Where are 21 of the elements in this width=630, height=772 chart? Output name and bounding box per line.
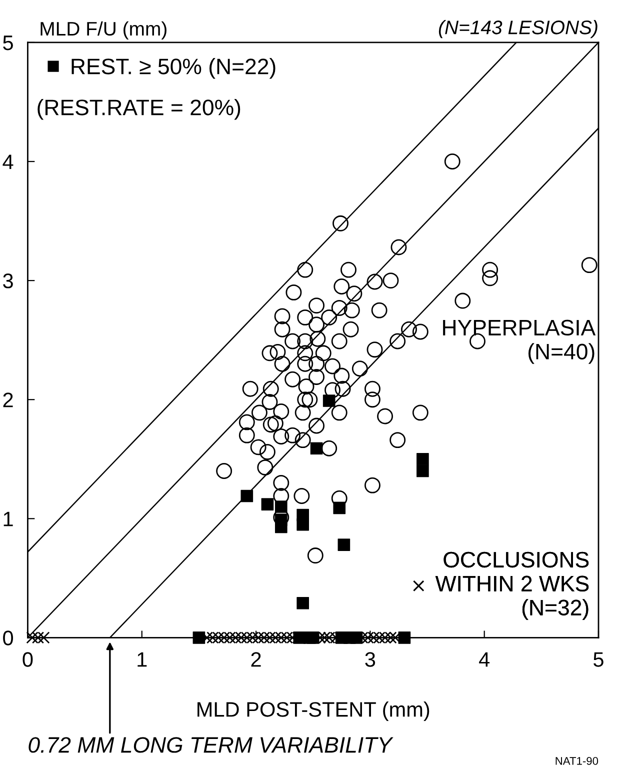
y-tick-label: 2 bbox=[3, 392, 13, 408]
y-tick-label: 3 bbox=[3, 274, 13, 288]
x-tick-label: 2 bbox=[251, 652, 261, 667]
y-tick-label: 1 bbox=[4, 512, 13, 526]
y-tick-label: 5 bbox=[3, 36, 13, 50]
annotation: (REST.RATE = 20%) bbox=[38, 99, 240, 120]
y-tick-label: 0 bbox=[3, 630, 14, 646]
x-tick-label: 1 bbox=[138, 652, 147, 667]
annotation: 0.72 MM LONG TERM VARIABILITY bbox=[28, 737, 394, 753]
text: NAT1-90 bbox=[556, 757, 598, 765]
x-axis-title: MLD POST-STENT (mm) bbox=[198, 702, 430, 721]
chart-title: (N=143 LESIONS) bbox=[438, 20, 598, 38]
legend-label: OCCLUSIONS WITHIN 2 WKS (N=32) bbox=[435, 552, 589, 620]
y-axis-title: MLD F/U (mm) bbox=[40, 21, 166, 40]
x-tick-label: 3 bbox=[365, 652, 376, 667]
x-tick-label: 5 bbox=[594, 652, 604, 667]
y-tick-label: 4 bbox=[2, 154, 14, 170]
annotation: HYPERPLASIA (N=40) bbox=[443, 320, 596, 364]
x-tick-label: 4 bbox=[479, 652, 490, 667]
x-tick-label: 0 bbox=[22, 652, 33, 667]
legend-label: REST. ≥ 50% (N=22) bbox=[72, 58, 276, 79]
